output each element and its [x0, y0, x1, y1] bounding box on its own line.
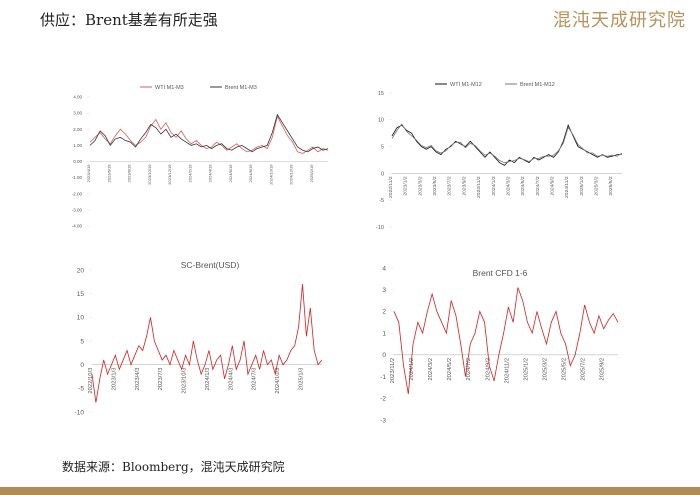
x-tick-label: 2025/2/19	[309, 164, 314, 183]
x-tick-label: 2023/1/2	[403, 176, 409, 195]
x-tick-label: 2025/3/2	[594, 176, 600, 195]
x-tick-label: 2023/4/19	[86, 164, 91, 183]
x-tick-label: 2024/9/2	[549, 176, 555, 195]
y-tick-label: 0	[382, 352, 386, 359]
x-tick-label: 2024/6/19	[228, 164, 233, 183]
y-tick-label: 5	[80, 338, 84, 345]
x-tick-label: 2025/5/2	[608, 176, 614, 195]
y-tick-label: -4.00	[72, 224, 83, 229]
y-tick-label: 0	[381, 171, 384, 177]
x-tick-label: 2023/5/2	[432, 176, 438, 195]
source-note: 数据来源：Bloomberg，混沌天成研究院	[62, 460, 285, 474]
y-tick-label: 0.00	[73, 159, 82, 164]
legend-label: WTI M1-M12	[450, 82, 482, 88]
x-tick-label: 2023/3/2	[417, 176, 423, 195]
x-tick-label: 2022/11/2	[388, 176, 394, 198]
page-title: 供应：Brent基差有所走强	[40, 11, 218, 29]
series-line	[391, 124, 623, 166]
x-tick-label: 2024/4/19	[208, 164, 213, 183]
y-tick-label: 2	[382, 309, 386, 316]
footer-bar	[0, 487, 700, 495]
x-tick-label: 2023/4/3	[135, 368, 141, 391]
chart-title: Brent CFD 1-6	[473, 268, 528, 278]
x-tick-label: 2025/9/2	[600, 358, 606, 381]
x-tick-label: 2023/11/2	[476, 176, 482, 198]
y-tick-label: 10	[378, 118, 384, 124]
y-tick-label: -10	[75, 409, 85, 416]
x-tick-label: 2024/1/2	[409, 358, 415, 381]
x-tick-label: 2024/3/2	[505, 176, 511, 195]
x-tick-label: 2024/11/2	[564, 176, 570, 198]
y-tick-label: 2.00	[73, 127, 82, 132]
y-tick-label: -3	[380, 417, 386, 424]
x-tick-label: 2024/11/2	[504, 358, 510, 384]
y-tick-label: 1	[382, 330, 386, 337]
x-tick-label: 2025/3/2	[543, 358, 549, 381]
x-tick-label: 2024/4/3	[228, 368, 234, 391]
x-tick-label: 2023/7/3	[158, 368, 164, 391]
x-tick-label: 2023/7/2	[447, 176, 453, 195]
x-tick-label: 2023/1/3	[111, 368, 117, 391]
x-tick-label: 2024/1/3	[205, 368, 211, 391]
y-tick-label: 3	[382, 287, 386, 294]
legend-label: Brent M1-M12	[520, 82, 555, 88]
logo: 混沌天成研究院	[553, 10, 686, 31]
x-tick-label: 2024/10/19	[268, 164, 273, 185]
x-tick-label: 2024/10/3	[275, 368, 281, 394]
x-tick-label: 2024/8/19	[248, 164, 253, 183]
x-tick-label: 2025/1/2	[523, 358, 529, 381]
y-tick-label: 4	[382, 265, 386, 272]
y-tick-label: 10	[77, 315, 85, 322]
y-tick-label: -1	[380, 374, 386, 381]
x-tick-label: 2023/11/2	[390, 358, 396, 384]
y-tick-label: 0	[80, 362, 84, 369]
y-tick-label: 3.00	[73, 111, 82, 116]
y-tick-label: -5	[78, 386, 84, 393]
series-line	[91, 284, 323, 403]
y-tick-label: -1.00	[72, 175, 83, 180]
series-line	[393, 287, 619, 395]
series-line	[89, 113, 329, 153]
y-tick-label: -3.00	[72, 207, 83, 212]
y-tick-label: 1.00	[73, 143, 82, 148]
series-line	[89, 115, 329, 154]
x-tick-label: 2023/10/19	[147, 164, 152, 185]
x-tick-label: 2025/1/3	[299, 368, 305, 391]
x-tick-label: 2024/9/2	[485, 358, 491, 381]
x-tick-label: 2025/5/2	[562, 358, 568, 381]
x-tick-label: 2024/12/19	[289, 164, 294, 185]
x-tick-label: 2024/2/19	[187, 164, 192, 183]
x-tick-label: 2024/7/2	[466, 358, 472, 381]
x-tick-label: 2025/7/2	[581, 358, 587, 381]
legend-label: Brent M1-M3	[225, 85, 257, 91]
x-tick-label: 2024/3/2	[428, 358, 434, 381]
y-tick-label: -10	[376, 225, 384, 231]
y-tick-label: 5	[381, 145, 384, 151]
x-tick-label: 2022/10/3	[88, 368, 94, 394]
y-tick-label: 20	[77, 267, 85, 274]
x-tick-label: 2025/1/2	[579, 176, 585, 195]
chart-title: SC-Brent(USD)	[181, 260, 240, 270]
x-tick-label: 2024/5/2	[447, 358, 453, 381]
series-line	[391, 123, 623, 164]
x-tick-label: 2023/6/19	[106, 164, 111, 183]
y-tick-label: 15	[77, 291, 85, 298]
legend-label: WTI M1-M3	[155, 85, 184, 91]
x-tick-label: 2023/8/19	[127, 164, 132, 183]
y-tick-label: 15	[378, 91, 384, 97]
x-tick-label: 2024/7/2	[535, 176, 541, 195]
y-tick-label: 4.00	[73, 95, 82, 100]
x-tick-label: 2023/12/19	[167, 164, 172, 185]
x-tick-label: 2024/7/3	[252, 368, 258, 391]
y-tick-label: -2	[380, 396, 386, 403]
x-tick-label: 2024/1/2	[491, 176, 497, 195]
x-tick-label: 2023/10/3	[182, 368, 188, 394]
x-tick-label: 2023/9/2	[461, 176, 467, 195]
y-tick-label: -5	[379, 198, 384, 204]
x-tick-label: 2024/5/2	[520, 176, 526, 195]
y-tick-label: -2.00	[72, 191, 83, 196]
